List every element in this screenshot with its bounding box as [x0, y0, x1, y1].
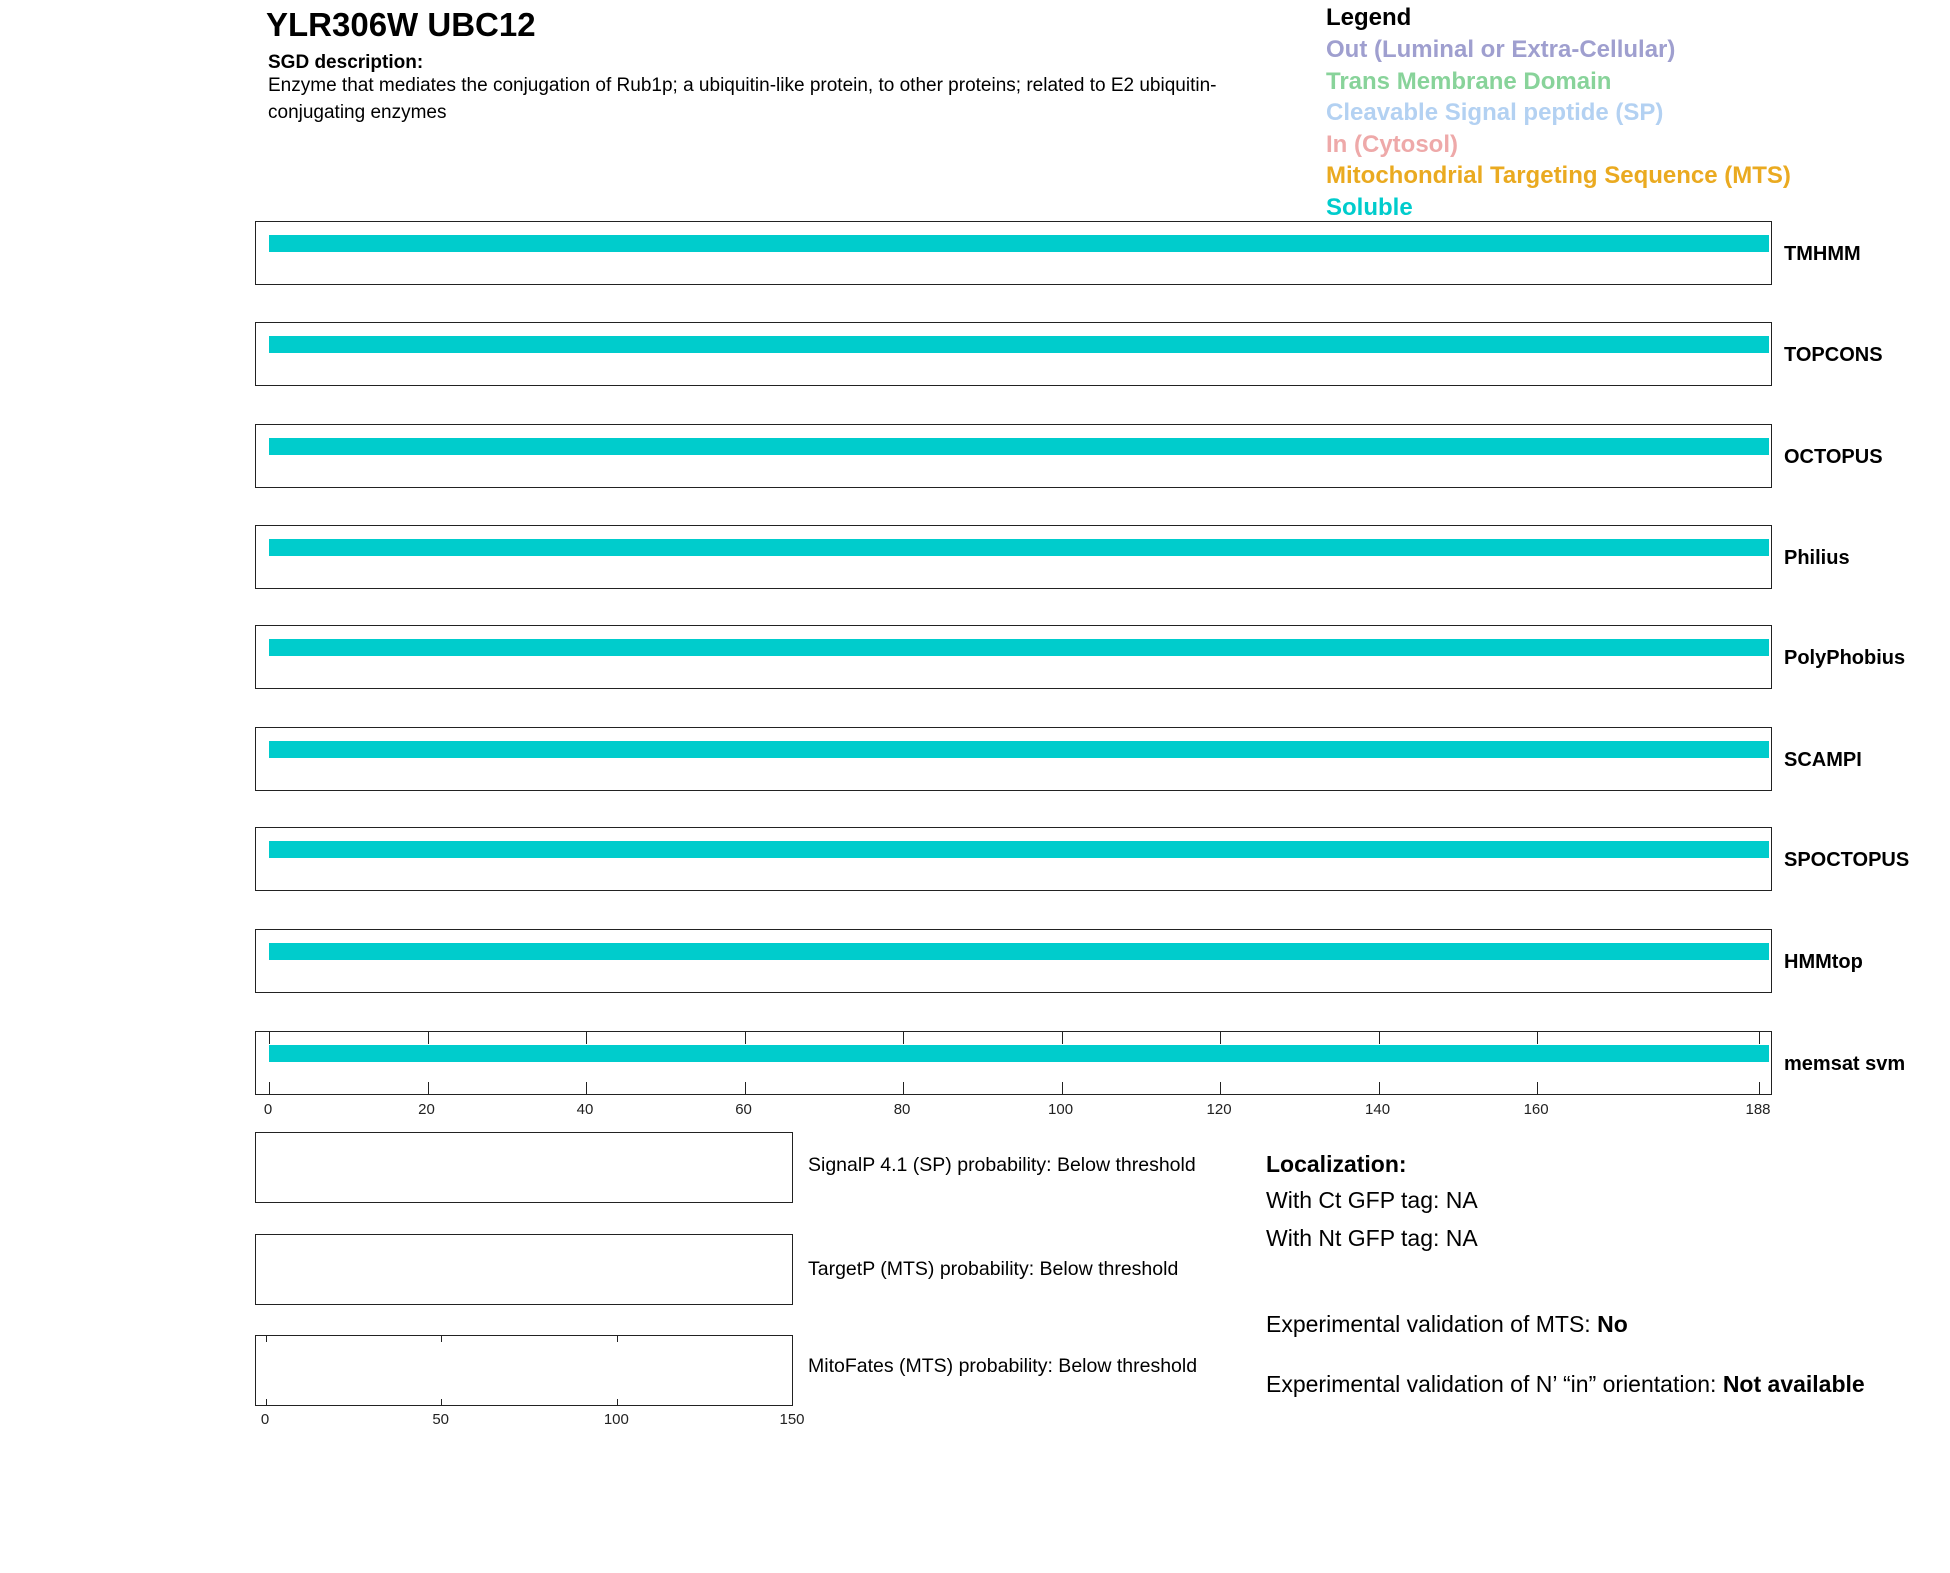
- axis-tick: [903, 1082, 905, 1094]
- nt-gfp-text: With Nt GFP tag: NA: [1266, 1225, 1478, 1251]
- page-title: YLR306W UBC12: [266, 6, 536, 43]
- mts-validation: Experimental validation of MTS: No: [1266, 1308, 1866, 1340]
- track-box: [255, 625, 1772, 689]
- track-label: OCTOPUS: [1784, 446, 1883, 468]
- axis-tick-label: 188: [1745, 1101, 1771, 1118]
- track-segment-soluble: [269, 336, 1769, 353]
- axis-tick: [792, 1336, 793, 1342]
- axis-tick: [1759, 1082, 1760, 1094]
- axis-tick: [1220, 1032, 1222, 1044]
- orientation-validation-label: Experimental validation of N’ “in” orien…: [1266, 1371, 1723, 1397]
- axis-tick: [586, 1082, 588, 1094]
- track-label: HMMtop: [1784, 951, 1863, 973]
- axis-tick: [1759, 1032, 1760, 1044]
- track-box: [255, 322, 1772, 386]
- axis-tick-label: 120: [1206, 1101, 1232, 1118]
- axis-tick: [1537, 1082, 1539, 1094]
- axis-tick: [792, 1399, 793, 1405]
- axis-tick: [269, 1032, 270, 1044]
- ct-gfp-text: With Ct GFP tag: NA: [1266, 1187, 1478, 1213]
- track-box: [255, 1031, 1772, 1095]
- track-segment-soluble: [269, 639, 1769, 656]
- legend-item: Soluble: [1326, 194, 1413, 221]
- track-segment-soluble: [269, 943, 1769, 960]
- legend-item: In (Cytosol): [1326, 130, 1458, 158]
- track-segment-soluble: [269, 539, 1769, 556]
- track-box: [255, 221, 1772, 285]
- track-segment-soluble: [269, 841, 1769, 858]
- axis-tick: [903, 1032, 905, 1044]
- probability-label: TargetP (MTS) probability: Below thresho…: [808, 1258, 1179, 1280]
- probability-panel: [255, 1234, 793, 1305]
- axis-tick-label: 140: [1365, 1101, 1391, 1118]
- axis-tick: [441, 1336, 443, 1342]
- axis-tick-label: 150: [779, 1411, 805, 1428]
- track-label: PolyPhobius: [1784, 647, 1906, 669]
- legend-title: Legend: [1326, 4, 1412, 31]
- axis-tick: [616, 1336, 618, 1342]
- axis-tick-label: 100: [1048, 1101, 1074, 1118]
- legend-item: Mitochondrial Targeting Sequence (MTS): [1326, 162, 1791, 190]
- axis-tick: [744, 1032, 746, 1044]
- track-box: [255, 827, 1772, 891]
- axis-tick-label: 0: [260, 1411, 270, 1428]
- axis-tick: [744, 1082, 746, 1094]
- track-box: [255, 727, 1772, 791]
- axis-tick-label: 80: [893, 1101, 911, 1118]
- track-label: Philius: [1784, 547, 1850, 569]
- axis-tick: [1061, 1032, 1063, 1044]
- orientation-validation: Experimental validation of N’ “in” orien…: [1266, 1368, 1866, 1400]
- track-segment-soluble: [269, 438, 1769, 455]
- axis-tick-label: 40: [576, 1101, 594, 1118]
- axis-tick: [1378, 1082, 1380, 1094]
- track-box: [255, 525, 1772, 589]
- axis-tick: [1537, 1032, 1539, 1044]
- probability-label: MitoFates (MTS) probability: Below thres…: [808, 1355, 1198, 1377]
- localization-heading: Localization:: [1266, 1151, 1407, 1177]
- legend-item: Out (Luminal or Extra-Cellular): [1326, 36, 1676, 63]
- axis-tick: [427, 1032, 429, 1044]
- track-segment-soluble: [269, 235, 1769, 252]
- track-label: TMHMM: [1784, 243, 1861, 265]
- legend-item: Cleavable Signal peptide (SP): [1326, 99, 1664, 127]
- axis-tick: [441, 1399, 443, 1405]
- axis-tick-label: 0: [263, 1101, 273, 1118]
- axis-tick: [1061, 1082, 1063, 1094]
- axis-tick: [616, 1399, 618, 1405]
- axis-tick: [586, 1032, 588, 1044]
- orientation-validation-value: Not available: [1722, 1371, 1865, 1397]
- mts-validation-label: Experimental validation of MTS:: [1266, 1311, 1598, 1337]
- axis-tick: [1220, 1082, 1222, 1094]
- axis-tick-label: 20: [418, 1101, 435, 1118]
- track-label: SCAMPI: [1784, 749, 1862, 771]
- sgd-heading: SGD description:: [268, 52, 424, 73]
- sgd-description: Enzyme that mediates the conjugation of …: [268, 75, 1217, 123]
- track-segment-soluble: [269, 1045, 1769, 1062]
- axis-tick: [427, 1082, 429, 1094]
- axis-tick: [266, 1399, 267, 1405]
- axis-tick-label: 50: [432, 1411, 449, 1428]
- probability-panel: [255, 1335, 793, 1406]
- axis-tick: [266, 1336, 267, 1342]
- track-label: TOPCONS: [1784, 344, 1883, 366]
- track-segment-soluble: [269, 741, 1769, 758]
- track-label: memsat svm: [1784, 1053, 1906, 1075]
- probability-panel: [255, 1132, 793, 1203]
- probability-label: SignalP 4.1 (SP) probability: Below thre…: [808, 1154, 1196, 1176]
- track-label: SPOCTOPUS: [1784, 849, 1910, 871]
- axis-tick-label: 160: [1523, 1101, 1549, 1118]
- legend-item: Trans Membrane Domain: [1326, 67, 1612, 95]
- axis-tick: [269, 1082, 270, 1094]
- mts-validation-value: No: [1597, 1311, 1628, 1337]
- axis-tick: [1378, 1032, 1380, 1044]
- axis-tick-label: 60: [735, 1101, 752, 1118]
- track-box: [255, 424, 1772, 488]
- track-box: [255, 929, 1772, 993]
- axis-tick-label: 100: [603, 1411, 629, 1428]
